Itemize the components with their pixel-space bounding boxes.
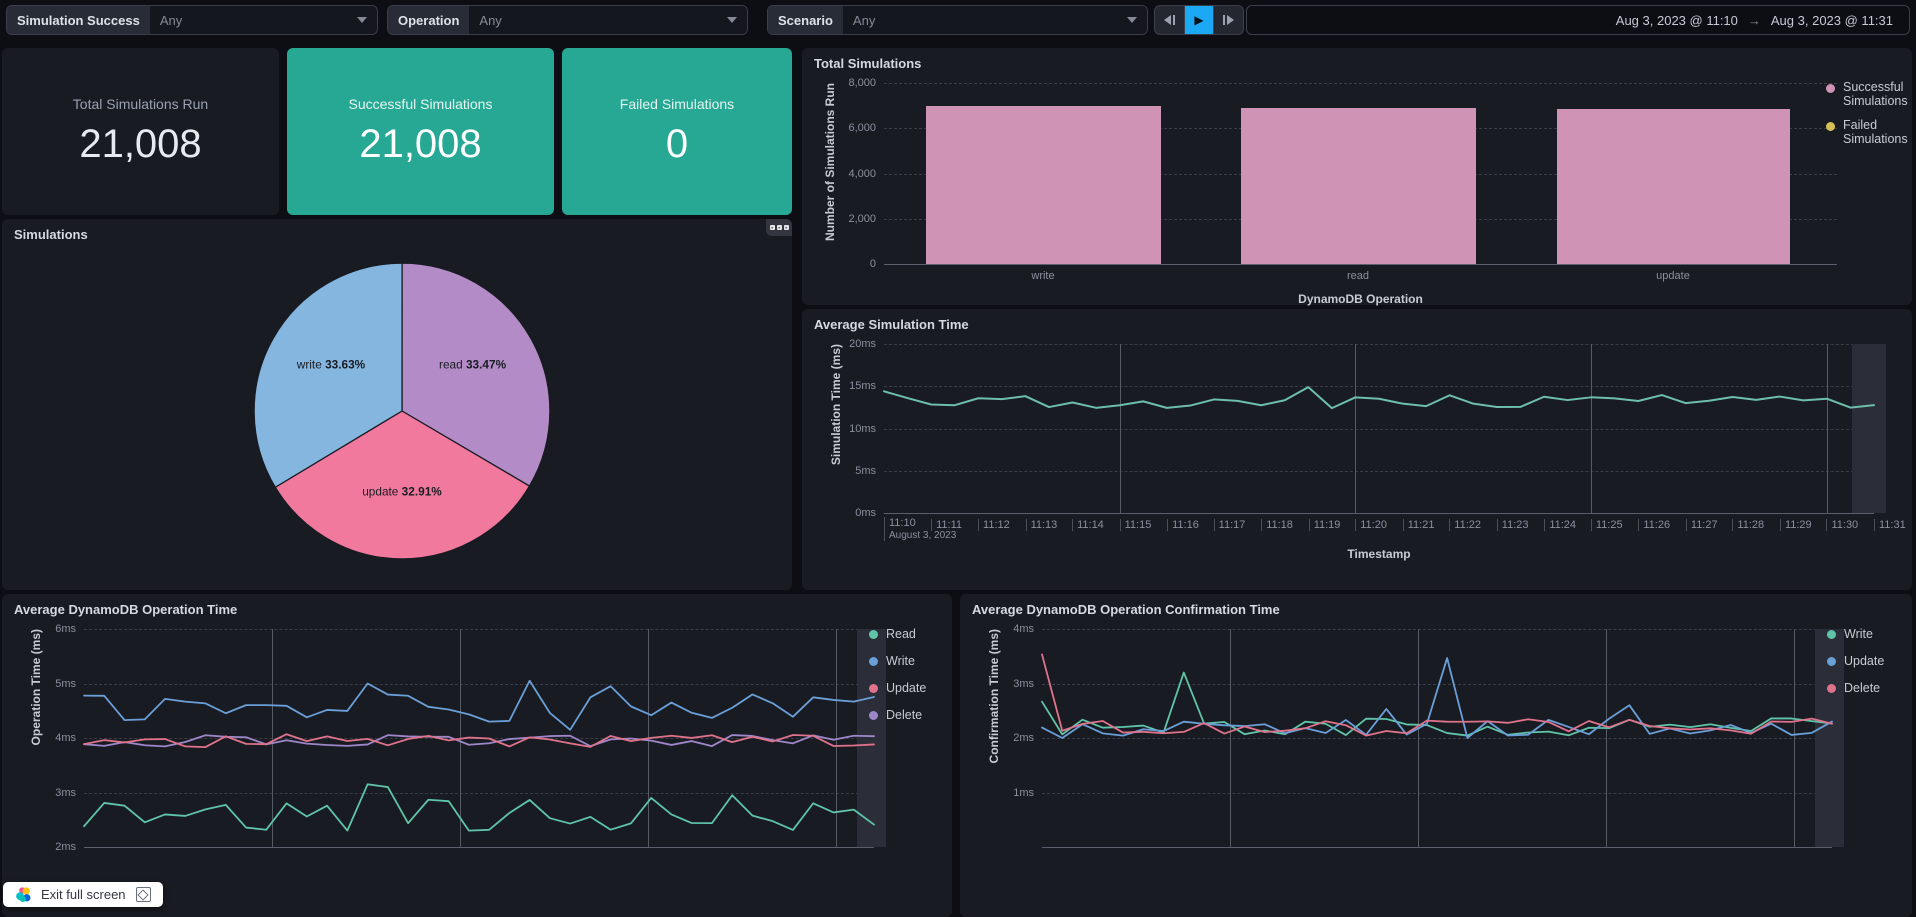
svg-text:update 32.91%: update 32.91% [362, 485, 442, 499]
svg-text:write 33.63%: write 33.63% [296, 358, 366, 372]
svg-text:read 33.47%: read 33.47% [439, 358, 507, 372]
